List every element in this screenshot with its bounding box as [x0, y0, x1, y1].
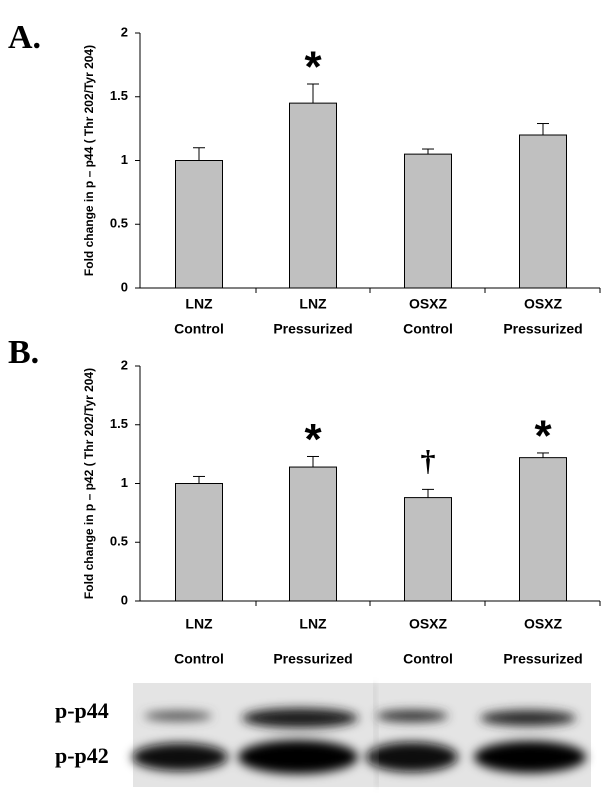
bar: [290, 103, 337, 288]
blot-label: p-p44: [55, 698, 109, 723]
figure: p-p44 p-p42 A. Fold change in p – p44 ( T…: [0, 0, 602, 795]
x-tick-label: Control: [174, 321, 224, 337]
y-tick-label: 0: [121, 592, 128, 607]
y-tick-label: 2: [121, 357, 128, 372]
x-tick-label: LNZ: [299, 296, 327, 312]
blot: [132, 683, 591, 787]
y-tick-label: 2: [121, 24, 128, 39]
bar: [520, 458, 567, 601]
significance-marker: *: [534, 412, 552, 461]
x-tick-label: LNZ: [185, 296, 213, 312]
panel-label: B.: [8, 334, 39, 371]
panel-label: A.: [8, 19, 41, 56]
x-tick-label: LNZ: [185, 616, 213, 632]
x-tick-label: Control: [403, 651, 453, 667]
blot-label: p-p42: [55, 743, 109, 768]
x-tick-label: Pressurized: [273, 321, 352, 337]
bar: [405, 498, 452, 601]
x-tick-label: Pressurized: [503, 651, 582, 667]
bar: [520, 135, 567, 288]
x-tick-label: Control: [174, 651, 224, 667]
significance-marker: *: [304, 43, 322, 92]
x-tick-label: LNZ: [299, 616, 327, 632]
x-tick-label: OSXZ: [409, 296, 448, 312]
y-tick-label: 0.5: [110, 534, 128, 549]
y-tick-label: 0: [121, 279, 128, 294]
significance-marker: †: [421, 444, 436, 477]
x-tick-label: Control: [403, 321, 453, 337]
bar: [176, 161, 223, 289]
bar: [176, 484, 223, 602]
y-axis-label: Fold change in p – p42 ( Thr 202/Tyr 204…: [82, 368, 96, 599]
y-tick-label: 0.5: [110, 216, 128, 231]
bar: [405, 154, 452, 288]
x-tick-label: OSXZ: [524, 296, 563, 312]
y-tick-label: 1: [121, 475, 128, 490]
significance-marker: *: [304, 415, 322, 464]
y-axis-label: Fold change in p – p44 ( Thr 202/Tyr 204…: [82, 45, 96, 276]
x-tick-label: OSXZ: [409, 616, 448, 632]
y-tick-label: 1.5: [110, 88, 128, 103]
y-tick-label: 1: [121, 152, 128, 167]
x-tick-label: Pressurized: [503, 321, 582, 337]
x-tick-label: Pressurized: [273, 651, 352, 667]
y-tick-label: 1.5: [110, 416, 128, 431]
bar: [290, 467, 337, 601]
x-tick-label: OSXZ: [524, 616, 563, 632]
